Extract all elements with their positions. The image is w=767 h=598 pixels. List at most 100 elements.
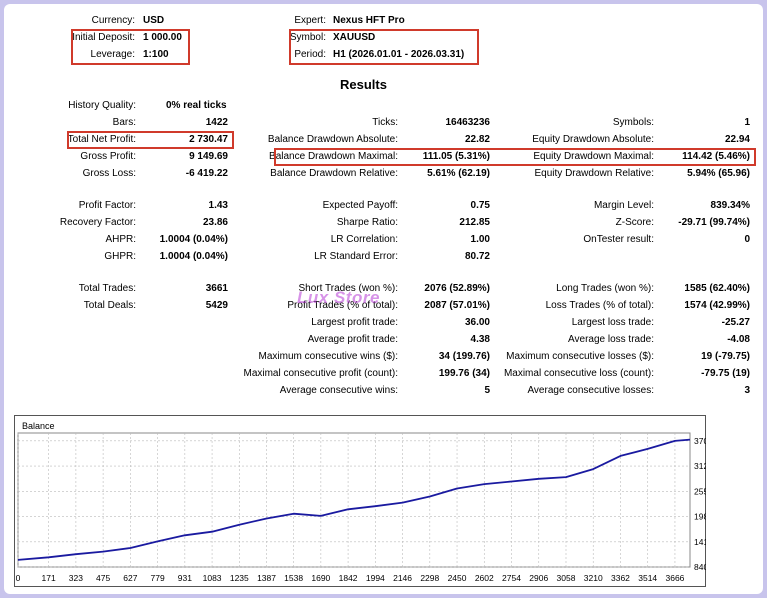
- chart-title: Balance: [22, 421, 55, 431]
- history-quality-value: 0% real ticks: [166, 100, 227, 111]
- average-loss-trade-value: -4.08: [727, 334, 750, 345]
- max-consecutive-wins-label: Maximum consecutive wins ($):: [258, 351, 398, 362]
- x-tick-label: 0: [16, 573, 21, 583]
- short-trades-value: 2076 (52.89%): [424, 283, 490, 294]
- sharpe-ratio-value: 212.85: [459, 217, 490, 228]
- equity-dd-maximal-label: Equity Drawdown Maximal:: [533, 151, 654, 162]
- x-tick-label: 1387: [257, 573, 276, 583]
- y-tick-label: 1984: [694, 512, 706, 522]
- initial-deposit-label: Initial Deposit:: [72, 32, 135, 43]
- balance-dd-maximal-value: 111.05 (5.31%): [422, 151, 490, 162]
- results-title: Results: [340, 77, 387, 92]
- bars-value: 1422: [205, 117, 228, 128]
- lr-standard-error-label: LR Standard Error:: [314, 251, 398, 262]
- gross-loss-label: Gross Loss:: [82, 168, 136, 179]
- gross-profit-value: 9 149.69: [189, 151, 228, 162]
- z-score-label: Z-Score:: [615, 217, 654, 228]
- profit-factor-value: 1.43: [208, 200, 228, 211]
- leverage-value: 1:100: [143, 49, 169, 60]
- y-tick-label: 3129: [694, 461, 706, 471]
- balance-dd-relative-value: 5.61% (62.19): [427, 168, 490, 179]
- currency-value: USD: [143, 15, 165, 26]
- y-tick-label: 2557: [694, 486, 706, 496]
- symbol-highlight-box: [289, 29, 479, 65]
- x-tick-label: 3362: [611, 573, 630, 583]
- balance-chart: 0 171 323 475 627 779 931 1083 1235 1387 1538 1690 1…: [14, 415, 706, 587]
- maximal-consecutive-profit-label: Maximal consecutive profit (count):: [243, 368, 398, 379]
- average-profit-trade-label: Average profit trade:: [307, 334, 398, 345]
- balance-dd-absolute-label: Balance Drawdown Absolute:: [267, 134, 398, 145]
- sharpe-ratio-label: Sharpe Ratio:: [336, 217, 398, 228]
- ticks-label: Ticks:: [372, 117, 398, 128]
- max-consecutive-wins-value: 34 (199.76): [438, 351, 490, 362]
- gross-profit-label: Gross Profit:: [80, 151, 136, 162]
- profit-trades-value: 2087 (57.01%): [424, 300, 490, 311]
- margin-level-label: Margin Level:: [593, 200, 654, 211]
- long-trades-label: Long Trades (won %):: [556, 283, 654, 294]
- short-trades-label: Short Trades (won %):: [298, 283, 398, 294]
- x-tick-label: 1994: [366, 573, 385, 583]
- x-tick-label: 3058: [557, 573, 576, 583]
- equity-dd-maximal-value: 114.42 (5.46%): [682, 151, 750, 162]
- balance-dd-relative-label: Balance Drawdown Relative:: [270, 168, 398, 179]
- x-tick-label: 3666: [665, 573, 684, 583]
- net-profit-highlight-box: [67, 131, 234, 149]
- total-trades-value: 3661: [205, 283, 228, 294]
- symbols-value: 1: [744, 117, 750, 128]
- currency-label: Currency:: [91, 15, 135, 26]
- profit-factor-label: Profit Factor:: [78, 200, 136, 211]
- x-tick-label: 323: [69, 573, 83, 583]
- average-consecutive-losses-label: Average consecutive losses:: [527, 385, 654, 396]
- ticks-value: 16463236: [445, 117, 491, 128]
- average-consecutive-losses-value: 3: [744, 385, 750, 396]
- x-tick-label: 1842: [339, 573, 358, 583]
- largest-profit-trade-value: 36.00: [464, 317, 490, 328]
- bars-label: Bars:: [112, 117, 136, 128]
- average-loss-trade-label: Average loss trade:: [568, 334, 654, 345]
- net-profit-value: 2 730.47: [189, 134, 228, 145]
- max-consecutive-losses-label: Maximum consecutive losses ($):: [506, 351, 654, 362]
- x-tick-label: 1690: [311, 573, 330, 583]
- symbols-label: Symbols:: [612, 117, 654, 128]
- equity-dd-relative-value: 5.94% (65.96): [687, 168, 750, 179]
- expert-label: Expert:: [294, 15, 326, 26]
- balance-dd-absolute-value: 22.82: [464, 134, 490, 145]
- x-tick-label: 171: [42, 573, 56, 583]
- lr-correlation-label: LR Correlation:: [330, 234, 398, 245]
- total-deals-value: 5429: [205, 300, 228, 311]
- leverage-label: Leverage:: [90, 49, 135, 60]
- equity-dd-relative-label: Equity Drawdown Relative:: [534, 168, 655, 179]
- max-consecutive-losses-value: 19 (-79.75): [701, 351, 750, 362]
- equity-dd-absolute-value: 22.94: [724, 134, 750, 145]
- expected-payoff-label: Expected Payoff:: [322, 200, 398, 211]
- loss-trades-label: Loss Trades (% of total):: [545, 300, 654, 311]
- long-trades-value: 1585 (62.40%): [684, 283, 750, 294]
- largest-profit-trade-label: Largest profit trade:: [311, 317, 398, 328]
- largest-loss-trade-value: -25.27: [721, 317, 750, 328]
- period-label: Period:: [294, 49, 326, 60]
- ghpr-label: GHPR:: [104, 251, 136, 262]
- y-tick-label: 3702: [694, 436, 706, 446]
- x-tick-label: 2754: [502, 573, 521, 583]
- recovery-factor-label: Recovery Factor:: [59, 217, 136, 228]
- x-tick-label: 627: [123, 573, 137, 583]
- symbol-label: Symbol:: [289, 32, 326, 43]
- total-deals-label: Total Deals:: [83, 300, 136, 311]
- y-tick-label: 840: [694, 562, 706, 572]
- recovery-factor-value: 23.86: [202, 217, 228, 228]
- balance-dd-maximal-label: Balance Drawdown Maximal:: [269, 151, 398, 162]
- average-profit-trade-value: 4.38: [470, 334, 490, 345]
- loss-trades-value: 1574 (42.99%): [684, 300, 750, 311]
- ontester-result-value: 0: [744, 234, 750, 245]
- ahpr-label: AHPR:: [105, 234, 136, 245]
- period-value: H1 (2026.01.01 - 2026.03.31): [333, 49, 465, 60]
- largest-loss-trade-label: Largest loss trade:: [571, 317, 654, 328]
- maximal-consecutive-profit-value: 199.76 (34): [438, 368, 490, 379]
- store-watermark: Lux Store: [297, 288, 380, 307]
- x-tick-label: 1083: [203, 573, 222, 583]
- x-tick-label: 2602: [475, 573, 494, 583]
- y-tick-label: 1412: [694, 537, 706, 547]
- x-tick-label: 1235: [230, 573, 249, 583]
- x-tick-label: 475: [96, 573, 110, 583]
- total-trades-label: Total Trades:: [78, 283, 136, 294]
